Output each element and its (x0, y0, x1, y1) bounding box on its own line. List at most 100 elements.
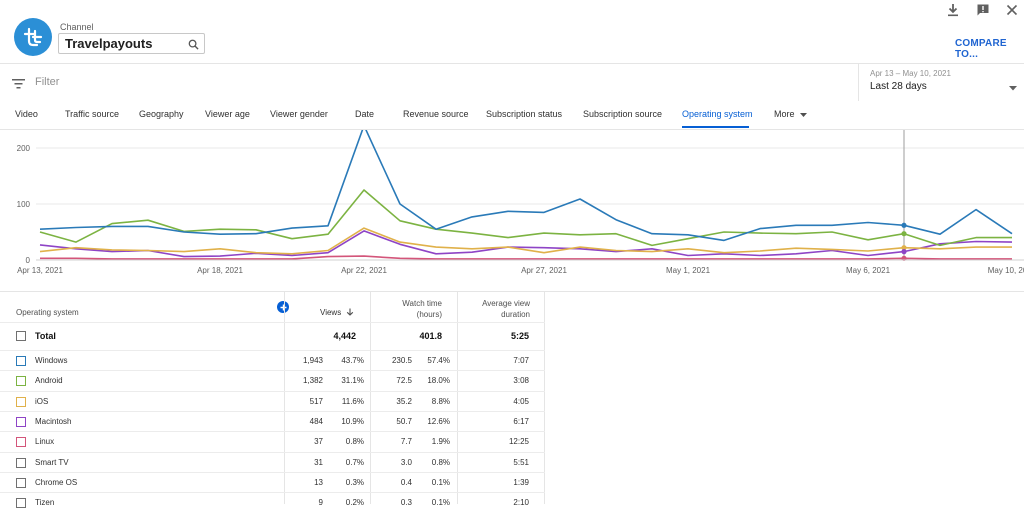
row-watch-time-pct: 0.1% (431, 477, 450, 487)
y-tick-label: 0 (26, 256, 31, 265)
col-header-os[interactable]: Operating system (16, 308, 79, 317)
row-views-pct: 43.7% (341, 356, 364, 365)
total-avg-duration: 5:25 (510, 331, 529, 341)
line-chart[interactable]: 0 100 200 Apr 13, 2021 Apr 18, 2021 Apr 22, 2… (0, 130, 1024, 280)
hover-point-macintosh (901, 249, 907, 255)
series-line-windows (39, 130, 1013, 242)
row-os-name: Android (35, 376, 63, 386)
x-tick-label: Apr 13, 2021 (17, 266, 63, 275)
filter-icon[interactable] (12, 76, 25, 94)
row-watch-time-pct: 57.4% (427, 356, 450, 365)
row-checkbox[interactable] (16, 356, 26, 366)
search-icon[interactable] (188, 37, 199, 55)
row-checkbox[interactable] (16, 498, 26, 509)
table-row: Smart TV 31 0.7% 3.0 0.8% 5:51 (0, 451, 545, 473)
col-header-views-label: Views (320, 308, 342, 317)
tab-geography[interactable]: Geography (139, 109, 184, 119)
download-icon[interactable] (946, 3, 962, 19)
channel-label: Channel (60, 22, 94, 32)
total-label: Total (35, 331, 56, 341)
tab-viewer-gender[interactable]: Viewer gender (270, 109, 328, 119)
tab-revenue-source[interactable]: Revenue source (403, 109, 469, 119)
col-header-avg-duration[interactable]: Average view duration (458, 298, 530, 320)
row-views-pct: 0.7% (345, 457, 364, 467)
col-header-avg-duration-line2: duration (501, 310, 530, 319)
plus-icon (280, 304, 286, 310)
compare-to-button[interactable]: COMPARE TO... (955, 38, 1007, 60)
tab-traffic-source[interactable]: Traffic source (65, 109, 120, 119)
col-header-watch-time-line1: Watch time (402, 299, 442, 308)
row-watch-time: 72.5 (396, 376, 412, 386)
row-watch-time: 0.4 (400, 477, 412, 487)
tab-date[interactable]: Date (355, 109, 375, 119)
date-range-text: Apr 13 – May 10, 2021 (870, 69, 951, 78)
row-watch-time: 3.0 (400, 457, 412, 467)
x-tick-label: Apr 27, 2021 (521, 266, 567, 275)
series-line-android (39, 189, 1012, 247)
active-tab-indicator (682, 126, 749, 128)
hover-point-ios (901, 245, 907, 251)
x-tick-label: May 1, 2021 (666, 266, 711, 275)
row-views-pct: 31.1% (341, 376, 364, 386)
row-views: 31 (314, 457, 323, 467)
column-divider (284, 292, 285, 504)
row-views-pct: 0.2% (345, 498, 364, 508)
y-tick-label: 200 (17, 144, 31, 153)
row-watch-time: 0.3 (400, 498, 412, 508)
channel-logo (14, 18, 52, 56)
table-row: Macintosh 484 10.9% 50.7 12.6% 6:17 (0, 410, 545, 432)
row-checkbox[interactable] (16, 457, 26, 468)
col-header-avg-duration-line1: Average view (482, 299, 530, 308)
row-watch-time-pct: 8.8% (431, 396, 450, 406)
row-views: 1,382 (302, 376, 323, 386)
channel-search-box[interactable]: Travelpayouts (58, 33, 205, 54)
row-checkbox[interactable] (16, 376, 26, 387)
table-row: Windows 1,943 43.7% 230.5 57.4% 7:07 (0, 350, 545, 371)
tab-subscription-source[interactable]: Subscription source (583, 109, 663, 119)
col-header-views[interactable]: Views (320, 308, 354, 317)
tab-subscription-status[interactable]: Subscription status (486, 109, 563, 119)
row-checkbox[interactable] (16, 477, 26, 488)
add-column-button[interactable] (277, 301, 289, 313)
row-views: 37 (314, 437, 323, 447)
row-os-name: Smart TV (35, 457, 69, 467)
row-avg-duration: 4:05 (513, 396, 529, 406)
row-avg-duration: 5:51 (513, 457, 529, 467)
row-views: 1,943 (302, 356, 323, 365)
filter-input[interactable]: Filter (35, 76, 60, 88)
x-tick-label: May 10, 2021 (988, 266, 1024, 275)
row-views-pct: 10.9% (341, 416, 364, 426)
column-divider (457, 292, 458, 504)
date-range-label: Last 28 days (870, 81, 927, 92)
feedback-icon[interactable] (976, 3, 992, 19)
row-os-name: Windows (35, 356, 68, 365)
hover-point-windows (901, 222, 907, 228)
row-views-pct: 0.3% (345, 477, 364, 487)
row-watch-time: 230.5 (391, 356, 412, 365)
row-watch-time-pct: 1.9% (431, 437, 450, 447)
divider (0, 63, 1024, 64)
tab-more[interactable]: More (774, 109, 808, 119)
total-watch-time: 401.8 (419, 331, 442, 341)
row-os-name: Chrome OS (35, 477, 78, 487)
row-watch-time: 7.7 (400, 437, 412, 447)
col-header-watch-time[interactable]: Watch time (hours) (372, 298, 442, 320)
x-tick-label: May 6, 2021 (846, 266, 891, 275)
row-avg-duration: 12:25 (508, 437, 529, 447)
close-icon[interactable] (1006, 3, 1022, 19)
column-divider (544, 292, 545, 504)
row-checkbox[interactable] (16, 396, 26, 407)
row-views-pct: 0.8% (345, 437, 364, 447)
table-row: iOS 517 11.6% 35.2 8.8% 4:05 (0, 390, 545, 412)
tab-video[interactable]: Video (15, 109, 38, 119)
table-row: Android 1,382 31.1% 72.5 18.0% 3:08 (0, 370, 545, 391)
tab-operating-system[interactable]: Operating system (682, 109, 753, 119)
table-row: Linux 37 0.8% 7.7 1.9% 12:25 (0, 431, 545, 452)
total-checkbox[interactable] (16, 331, 26, 341)
row-avg-duration: 2:10 (513, 498, 529, 508)
y-tick-label: 100 (17, 200, 31, 209)
date-range-selector[interactable]: Apr 13 – May 10, 2021 Last 28 days (858, 64, 1024, 101)
row-checkbox[interactable] (16, 437, 26, 448)
tab-viewer-age[interactable]: Viewer age (205, 109, 250, 119)
row-checkbox[interactable] (16, 416, 26, 427)
